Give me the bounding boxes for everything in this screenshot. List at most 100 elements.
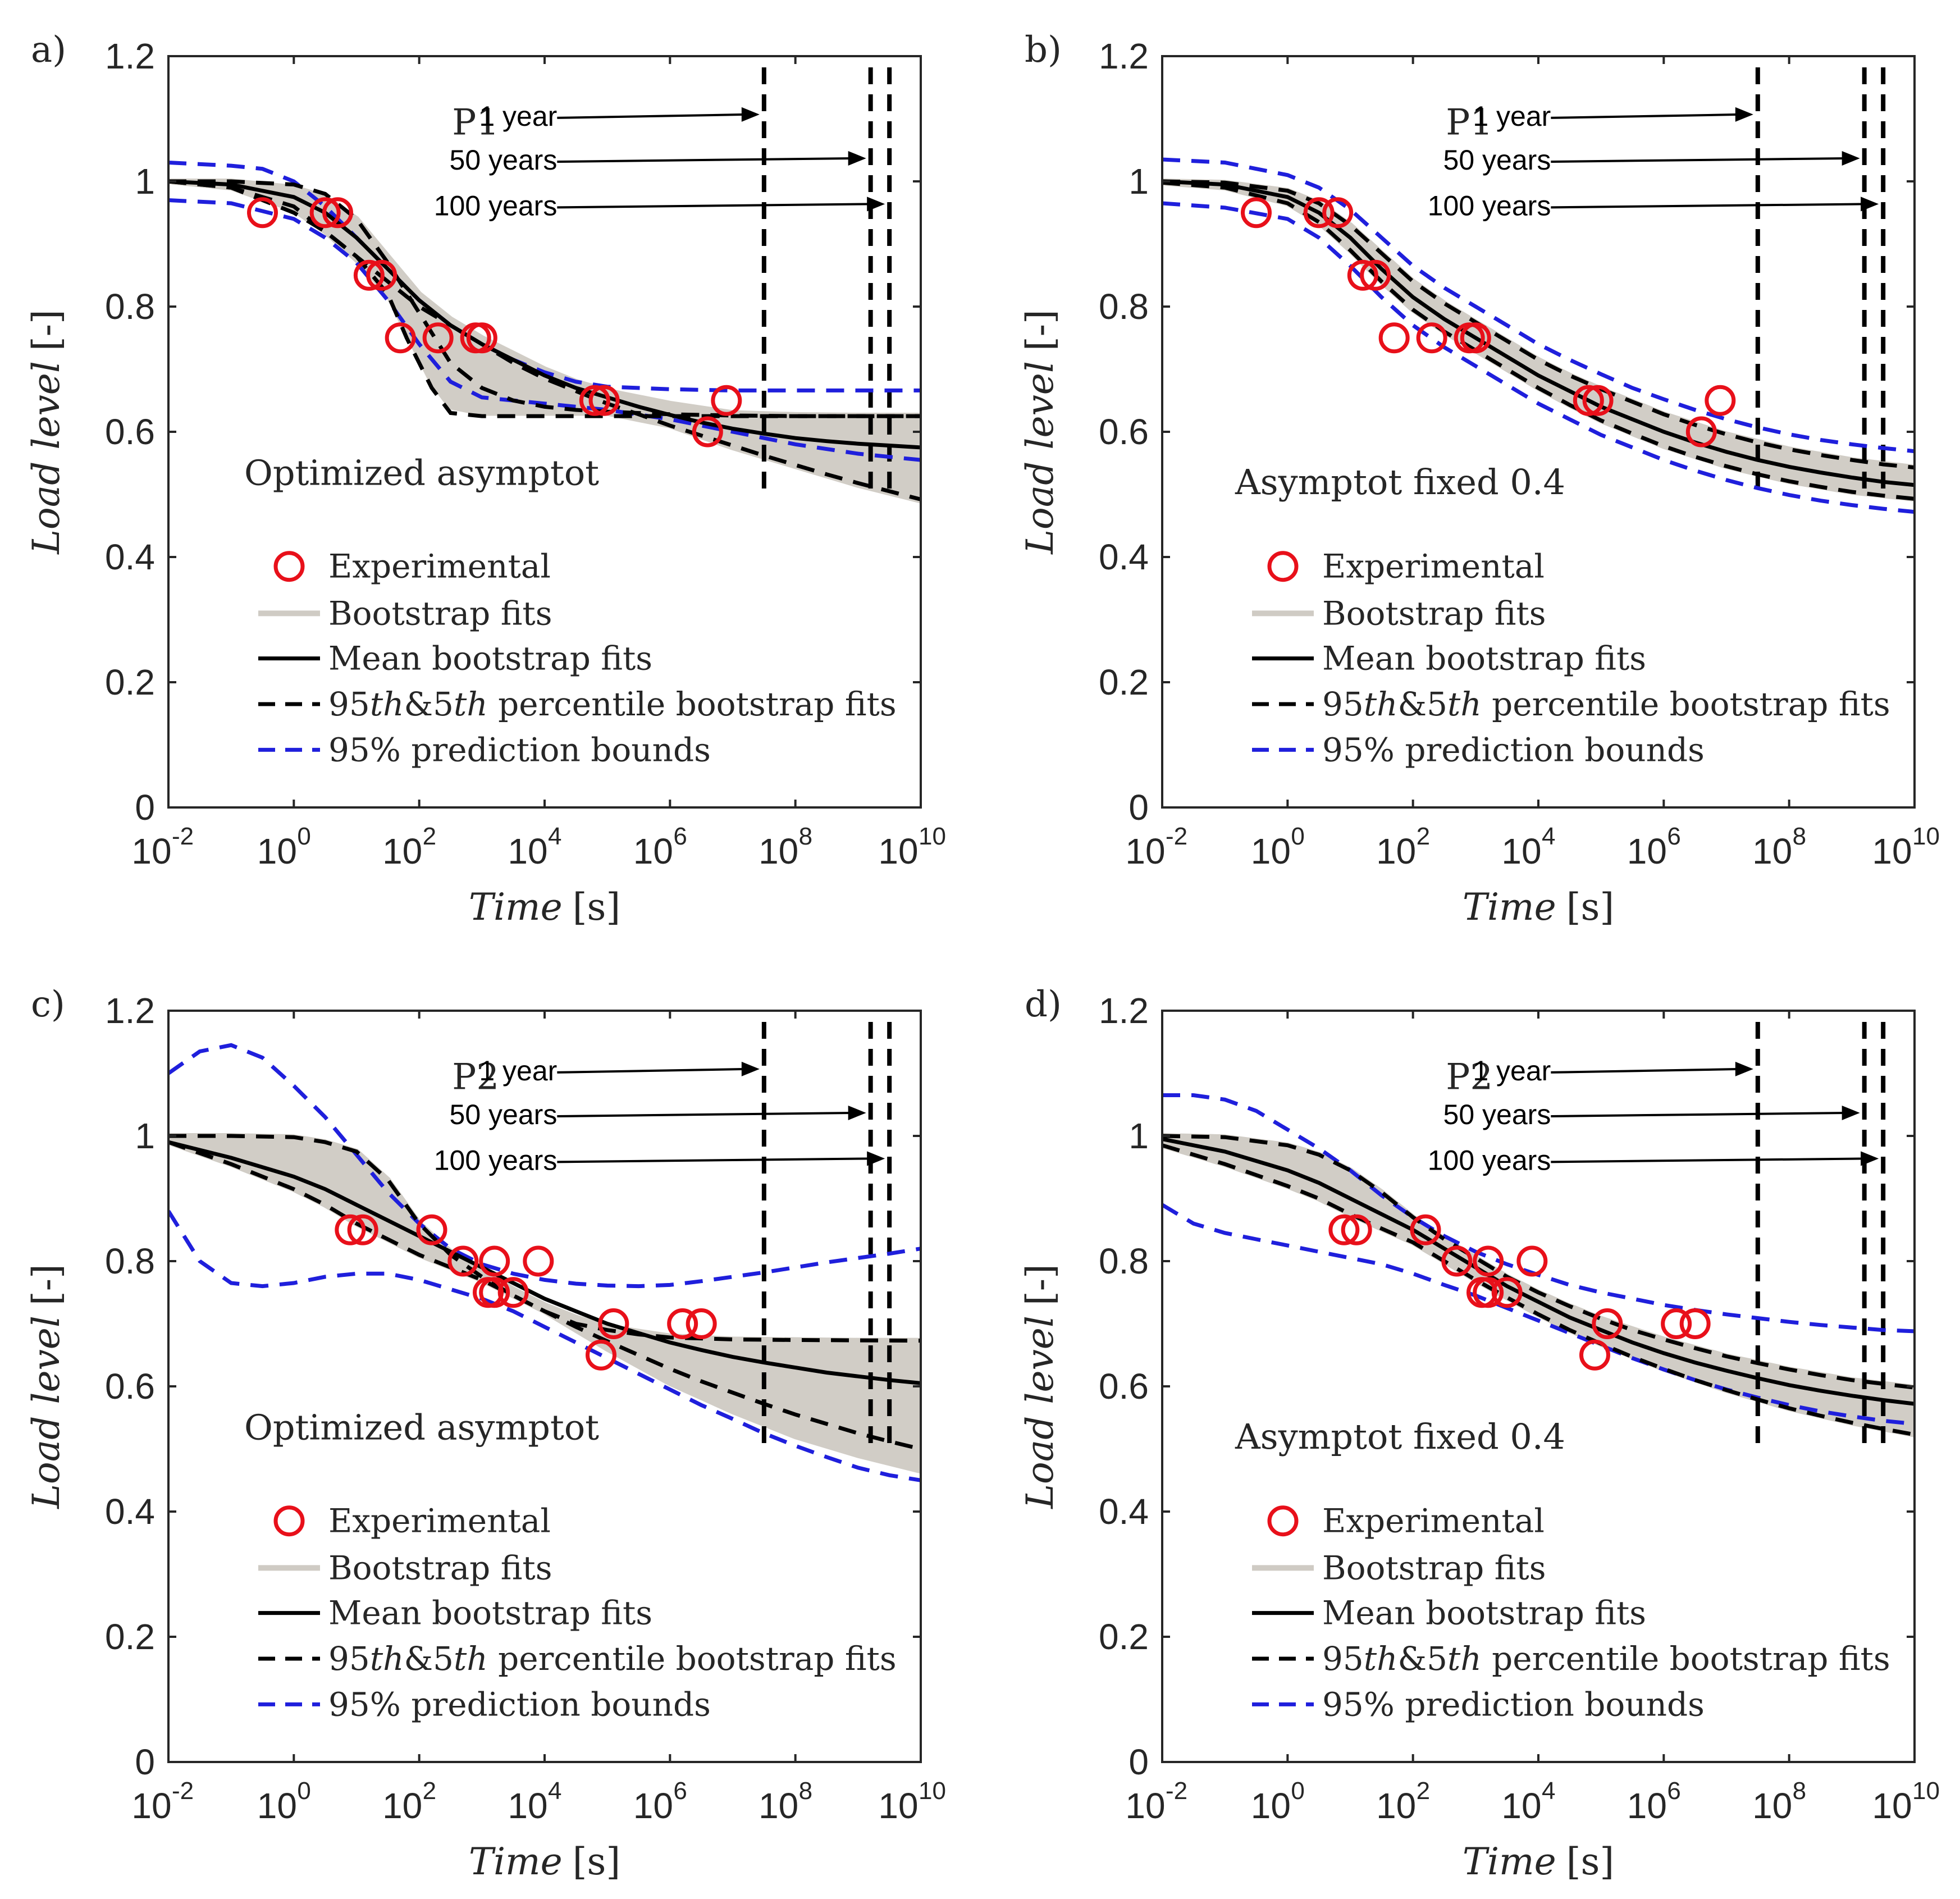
x-tick-exponent: 8 <box>1793 1777 1806 1805</box>
x-tick-base: 10 <box>1251 831 1291 871</box>
legend-percentile-label: 95th&5th percentile bootstrap fits <box>1322 1640 1890 1678</box>
specimen-label: P1 <box>452 102 499 143</box>
x-axis-label: Time [s] <box>1463 1840 1614 1883</box>
plot-area <box>168 67 921 504</box>
y-axis-label-name: Load level <box>1018 1316 1062 1509</box>
time-marker-label-1: 50 years <box>1443 1099 1551 1130</box>
x-tick-label: 10 2 <box>382 823 436 871</box>
y-axis-label: Load level [-] <box>25 309 68 555</box>
plot-area <box>168 1022 921 1482</box>
x-tick-base: 10 <box>759 1786 798 1826</box>
legend: Experimental Bootstrap fits Mean bootstrap… <box>258 1502 897 1723</box>
x-tick-exponent: 6 <box>673 1777 687 1805</box>
time-marker-label-0: 1 year <box>479 101 557 132</box>
legend-mean-label: Mean bootstrap fits <box>328 1594 652 1632</box>
experimental-point-3 <box>447 1245 479 1277</box>
experimental-point-2 <box>1410 1214 1441 1245</box>
y-tick-label: 1 <box>1129 161 1149 202</box>
experimental-point-6 <box>479 1277 510 1308</box>
legend: Experimental Bootstrap fits Mean bootstrap… <box>258 547 897 769</box>
y-axis-label-unit: [-] <box>1018 309 1062 351</box>
legend-percentile-part: &5 <box>404 685 454 723</box>
y-tick-label: 0.6 <box>1099 412 1149 452</box>
experimental-point-7 <box>497 1277 529 1308</box>
y-tick-label: 1 <box>135 1116 155 1156</box>
experimental-point-12 <box>686 1308 717 1339</box>
time-marker-arrow-1 <box>557 157 853 163</box>
legend-experimental-marker <box>1267 551 1299 582</box>
x-tick-label: 10 4 <box>1501 823 1555 871</box>
legend: Experimental Bootstrap fits Mean bootstrap… <box>1252 1502 1890 1723</box>
x-axis-label-name: Time <box>469 885 563 929</box>
y-tick-label: 0.6 <box>105 1366 155 1407</box>
legend-experimental-label: Experimental <box>328 547 551 586</box>
legend-bootstrap-label: Bootstrap fits <box>328 594 552 632</box>
x-tick-label: 10 10 <box>878 823 946 871</box>
y-tick-label: 0.8 <box>1099 1241 1149 1281</box>
time-marker-label-0: 1 year <box>1473 1055 1551 1087</box>
experimental-point-7 <box>1491 1277 1523 1308</box>
experimental-point-2 <box>1322 197 1354 229</box>
x-axis-label-unit: [s] <box>1566 1840 1614 1883</box>
x-tick-base: 10 <box>1501 1786 1541 1826</box>
time-marker-label-0: 1 year <box>1473 101 1551 132</box>
experimental-point-1 <box>309 197 341 229</box>
x-tick-label: 10 0 <box>257 1777 311 1826</box>
specimen-label: P2 <box>452 1056 499 1098</box>
y-tick-label: 0.8 <box>105 286 155 327</box>
x-tick-exponent: 4 <box>1542 1777 1555 1805</box>
y-tick-label: 0.2 <box>1099 662 1149 702</box>
x-axis-label: Time [s] <box>469 885 620 929</box>
legend-percentile-part: percentile bootstrap fits <box>1482 1640 1890 1678</box>
experimental-point-10 <box>586 1339 616 1371</box>
y-tick-label: 0.6 <box>1099 1366 1149 1407</box>
x-tick-exponent: 2 <box>1417 1777 1430 1805</box>
x-tick-base: 10 <box>1376 831 1416 871</box>
legend-prediction-label: 95% prediction bounds <box>1322 1685 1705 1723</box>
x-tick-exponent: -2 <box>172 1777 194 1805</box>
prediction-lower-line <box>168 1209 921 1482</box>
experimental-point-4 <box>479 1245 510 1277</box>
percentile-high-line <box>1162 179 1915 470</box>
experimental-point-11 <box>667 1308 698 1339</box>
x-tick-base: 10 <box>257 831 297 871</box>
experimental-point-0 <box>335 1214 366 1245</box>
y-tick-label: 1 <box>1129 1116 1149 1156</box>
legend-experimental-marker <box>273 551 305 582</box>
time-marker-label-0: 1 year <box>479 1055 557 1087</box>
x-tick-base: 10 <box>508 1786 547 1826</box>
plot-area <box>1162 67 1915 514</box>
x-tick-label: 10 2 <box>382 1777 436 1826</box>
experimental-point-6 <box>422 322 454 354</box>
y-tick-label: 0 <box>1129 787 1149 828</box>
x-tick-label: 10 6 <box>1627 823 1681 871</box>
time-marker-arrowhead-2 <box>1861 1151 1879 1166</box>
x-tick-exponent: 10 <box>919 823 946 850</box>
legend-mean-label: Mean bootstrap fits <box>1322 640 1646 678</box>
percentile-high-line <box>168 179 921 418</box>
x-tick-exponent: 10 <box>1912 1777 1940 1805</box>
x-tick-label: 10 10 <box>1872 823 1940 871</box>
x-tick-exponent: 2 <box>423 823 436 850</box>
experimental-point-1 <box>1341 1214 1372 1245</box>
time-marker-label-1: 50 years <box>450 1099 558 1130</box>
time-marker-arrow-1 <box>557 1111 853 1117</box>
panel-label: a) <box>31 29 66 71</box>
legend-percentile-part: 95 <box>328 1640 370 1678</box>
y-axis-label: Load level [-] <box>1018 309 1062 555</box>
x-tick-label: 10 8 <box>1752 1777 1806 1826</box>
x-tick-exponent: 8 <box>1793 823 1806 850</box>
x-tick-base: 10 <box>382 1786 422 1826</box>
x-tick-base: 10 <box>1627 831 1667 871</box>
panel-label: c) <box>31 984 65 1025</box>
time-marker-arrow-0 <box>1551 1067 1740 1074</box>
x-tick-exponent: 2 <box>423 1777 436 1805</box>
time-marker-arrowhead-1 <box>848 150 866 166</box>
x-tick-exponent: 8 <box>799 823 812 850</box>
x-tick-label: 10 6 <box>633 823 687 871</box>
experimental-point-12 <box>1679 1308 1711 1339</box>
time-marker-arrow-2 <box>557 203 872 209</box>
y-axis-label: Load level [-] <box>1018 1264 1062 1509</box>
legend-bootstrap-label: Bootstrap fits <box>1322 1549 1546 1587</box>
mean-bootstrap-line <box>168 179 921 450</box>
